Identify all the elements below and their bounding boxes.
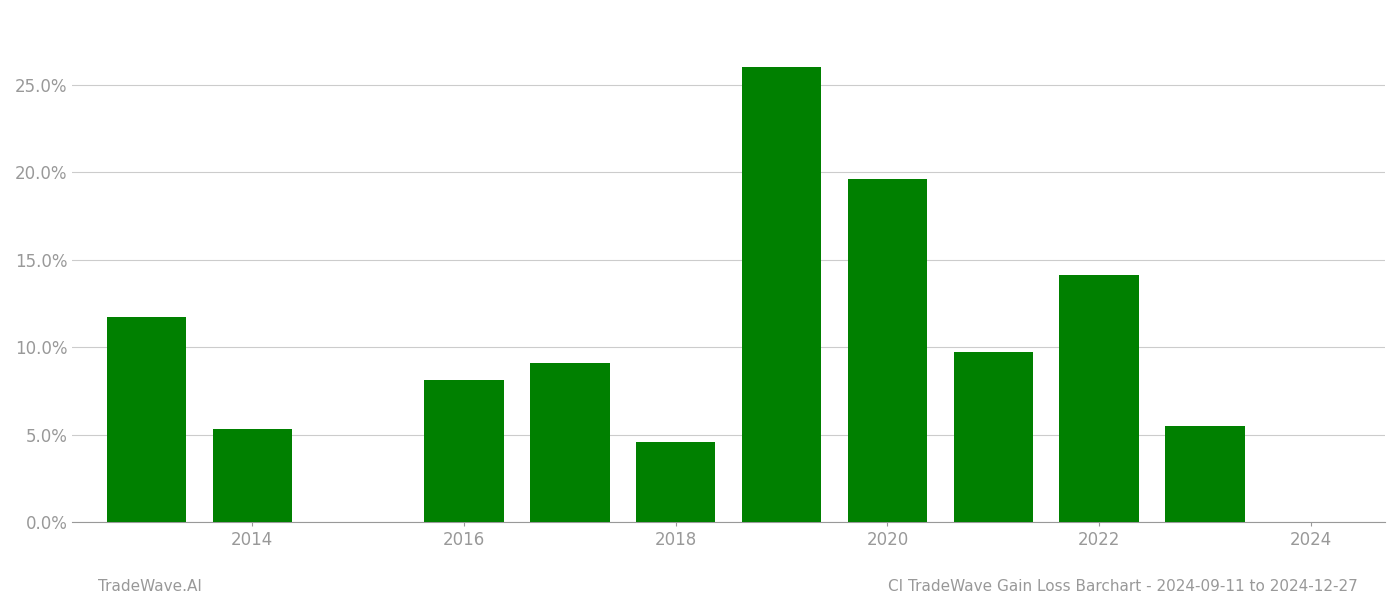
Bar (213, 430, 293, 522)
Bar (953, 352, 1033, 522)
Bar (636, 442, 715, 522)
Bar (531, 363, 609, 522)
Bar (848, 179, 927, 522)
Bar (424, 380, 504, 522)
Bar (1165, 426, 1245, 522)
Text: CI TradeWave Gain Loss Barchart - 2024-09-11 to 2024-12-27: CI TradeWave Gain Loss Barchart - 2024-0… (888, 579, 1358, 594)
Bar (742, 67, 822, 522)
Text: TradeWave.AI: TradeWave.AI (98, 579, 202, 594)
Bar (106, 317, 186, 522)
Bar (1060, 275, 1138, 522)
